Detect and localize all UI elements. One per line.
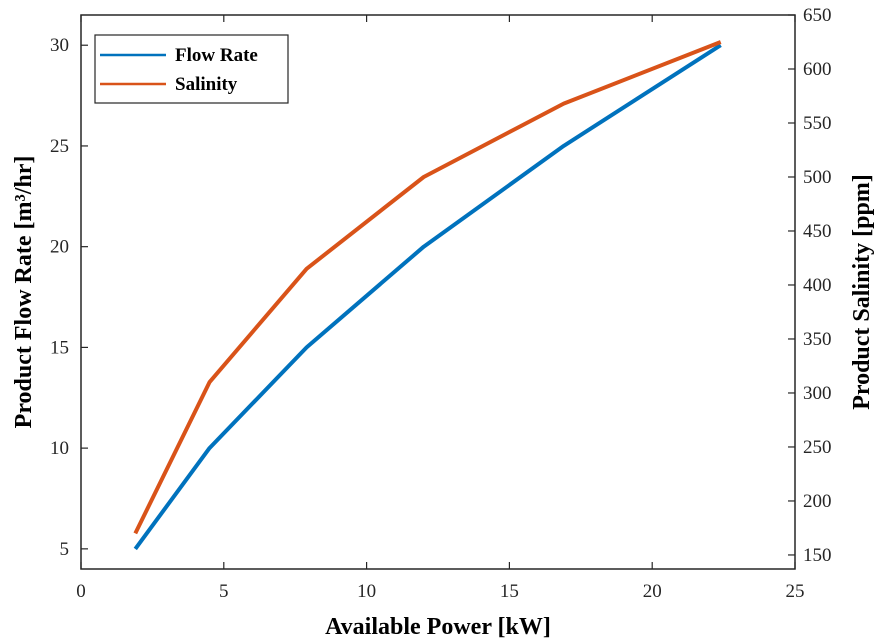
- x-tick-label: 25: [786, 581, 805, 602]
- legend: Flow Rate Salinity: [94, 34, 289, 104]
- y2-tick-label: 150: [803, 545, 832, 566]
- y-tick-label: 10: [50, 438, 69, 459]
- y-axis-right-label: Product Salinity [ppm]: [849, 174, 875, 410]
- y-axis-right-ticks: 150 200 250 300 350 400 450 500 550 600 650: [788, 5, 832, 566]
- series-line-salinity: [133, 40, 722, 535]
- x-axis-label: Available Power [kW]: [325, 614, 551, 640]
- y-tick-label: 25: [50, 136, 69, 157]
- series-line-flow-rate: [133, 43, 722, 551]
- y2-tick-label: 300: [803, 383, 832, 404]
- y-axis-left-ticks: 5 10 15 20 25 30: [50, 35, 88, 560]
- y2-tick-label: 650: [803, 5, 832, 26]
- x-axis-ticks: 0 5 10 15 20 25: [76, 15, 805, 602]
- legend-label: Salinity: [175, 74, 238, 95]
- y2-tick-label: 400: [803, 275, 832, 296]
- y2-tick-label: 250: [803, 437, 832, 458]
- y-tick-label: 20: [50, 237, 69, 258]
- plot-area: [80, 14, 796, 570]
- legend-box: [94, 34, 289, 104]
- x-tick-label: 15: [500, 581, 519, 602]
- y2-tick-label: 600: [803, 59, 832, 80]
- legend-label: Flow Rate: [175, 45, 258, 66]
- y-tick-label: 15: [50, 337, 69, 358]
- y2-tick-label: 500: [803, 167, 832, 188]
- x-tick-label: 0: [76, 581, 86, 602]
- y2-tick-label: 350: [803, 329, 832, 350]
- axes-box: [80, 14, 796, 570]
- y-axis-left-label: Product Flow Rate [m³/hr]: [11, 156, 37, 429]
- y-tick-label: 5: [60, 539, 70, 560]
- y2-tick-label: 450: [803, 221, 832, 242]
- y-tick-label: 30: [50, 35, 69, 56]
- y2-tick-label: 200: [803, 491, 832, 512]
- series-layer: [133, 40, 722, 551]
- x-tick-label: 20: [643, 581, 662, 602]
- x-tick-label: 10: [357, 581, 376, 602]
- y2-tick-label: 550: [803, 113, 832, 134]
- x-tick-label: 5: [219, 581, 229, 602]
